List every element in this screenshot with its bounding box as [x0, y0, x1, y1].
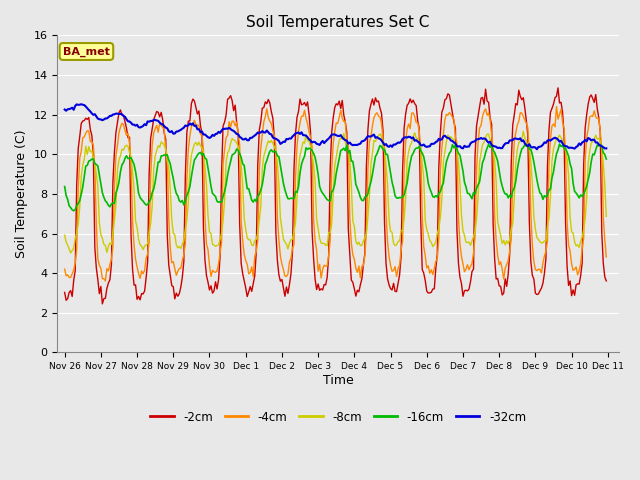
Line: -4cm: -4cm — [65, 107, 606, 281]
-4cm — [251, 253, 259, 259]
Text: BA_met: BA_met — [63, 47, 110, 57]
-16cm — [556, 141, 563, 147]
-32cm — [575, 141, 583, 146]
-32cm — [77, 101, 85, 107]
-32cm — [533, 146, 541, 152]
-16cm — [602, 156, 610, 162]
-4cm — [553, 104, 561, 109]
Line: -16cm: -16cm — [65, 144, 606, 211]
-8cm — [242, 226, 250, 232]
-4cm — [61, 266, 68, 272]
-16cm — [70, 208, 77, 214]
Line: -8cm: -8cm — [65, 131, 606, 253]
-32cm — [61, 107, 68, 112]
-2cm — [602, 278, 610, 284]
-16cm — [299, 157, 307, 163]
Title: Soil Temperatures Set C: Soil Temperatures Set C — [246, 15, 429, 30]
-8cm — [67, 250, 74, 256]
-4cm — [602, 254, 610, 260]
-8cm — [251, 238, 259, 244]
-8cm — [224, 150, 232, 156]
-16cm — [575, 195, 583, 201]
-2cm — [251, 273, 259, 279]
-16cm — [129, 158, 136, 164]
-4cm — [129, 218, 136, 224]
-2cm — [575, 281, 583, 287]
Y-axis label: Soil Temperature (C): Soil Temperature (C) — [15, 130, 28, 258]
-2cm — [224, 96, 232, 102]
-16cm — [61, 184, 68, 190]
-2cm — [99, 301, 106, 307]
-8cm — [129, 168, 136, 174]
-8cm — [520, 128, 527, 134]
-8cm — [602, 214, 610, 219]
-4cm — [299, 113, 307, 119]
-4cm — [242, 258, 250, 264]
-32cm — [224, 126, 232, 132]
-16cm — [224, 172, 232, 178]
-32cm — [299, 132, 307, 138]
-8cm — [61, 232, 68, 238]
-2cm — [61, 289, 68, 295]
-32cm — [242, 136, 250, 142]
-16cm — [251, 196, 259, 202]
-4cm — [575, 268, 583, 274]
-8cm — [575, 245, 583, 251]
Line: -32cm: -32cm — [65, 104, 606, 149]
-32cm — [251, 132, 259, 138]
Legend: -2cm, -4cm, -8cm, -16cm, -32cm: -2cm, -4cm, -8cm, -16cm, -32cm — [145, 406, 531, 428]
-2cm — [242, 285, 250, 291]
-4cm — [224, 132, 232, 138]
-2cm — [129, 266, 136, 272]
X-axis label: Time: Time — [323, 374, 353, 387]
-2cm — [299, 101, 307, 107]
-2cm — [554, 85, 562, 91]
-8cm — [299, 139, 307, 145]
-16cm — [242, 174, 250, 180]
-32cm — [602, 145, 610, 151]
-4cm — [102, 278, 109, 284]
-32cm — [129, 122, 136, 128]
Line: -2cm: -2cm — [65, 88, 606, 304]
